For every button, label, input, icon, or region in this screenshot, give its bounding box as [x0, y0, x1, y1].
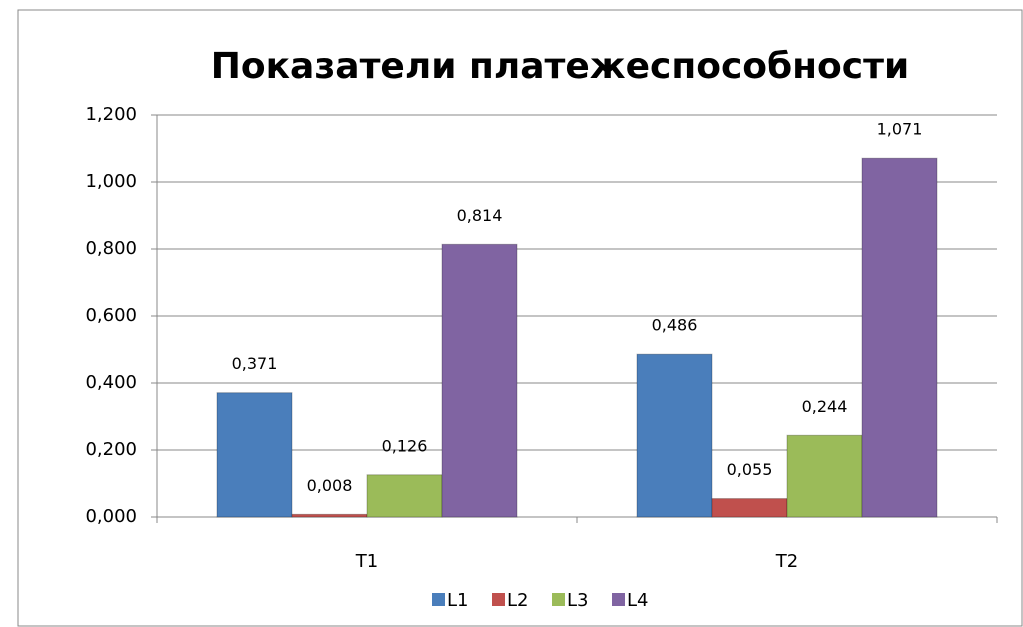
legend-swatch [432, 593, 445, 606]
y-tick-label: 0,400 [85, 372, 137, 393]
legend-swatch [552, 593, 565, 606]
x-tick-label: T2 [775, 551, 798, 572]
y-tick-label: 0,600 [85, 305, 137, 326]
chart-frame [17, 9, 1023, 627]
value-label: 0,244 [802, 397, 848, 416]
value-label: 0,126 [382, 436, 428, 455]
y-tick-label: 0,200 [85, 439, 137, 460]
bar [441, 243, 518, 518]
value-label: 0,008 [307, 476, 353, 495]
legend-label: L4 [627, 590, 648, 611]
legend-label: L1 [447, 590, 468, 611]
value-label: 0,055 [727, 460, 773, 479]
bar [636, 353, 713, 518]
value-label: 0,814 [457, 206, 503, 225]
y-tick-label: 0,000 [85, 506, 137, 527]
bar [861, 157, 938, 518]
legend-swatch [612, 593, 625, 606]
x-tick-label: T1 [355, 551, 378, 572]
y-tick-label: 1,200 [85, 104, 137, 125]
bar [366, 474, 443, 518]
legend-label: L2 [507, 590, 528, 611]
value-label: 1,071 [877, 120, 923, 139]
value-label: 0,371 [232, 354, 278, 373]
value-label: 0,486 [652, 316, 698, 335]
y-tick-label: 0,800 [85, 238, 137, 259]
legend-swatch [492, 593, 505, 606]
legend-label: L3 [567, 590, 588, 611]
bar [291, 513, 368, 518]
chart-title: Показатели платежеспособности [211, 46, 909, 87]
bar [711, 498, 788, 518]
bar [786, 434, 863, 518]
y-tick-label: 1,000 [85, 171, 137, 192]
bar [216, 392, 293, 518]
